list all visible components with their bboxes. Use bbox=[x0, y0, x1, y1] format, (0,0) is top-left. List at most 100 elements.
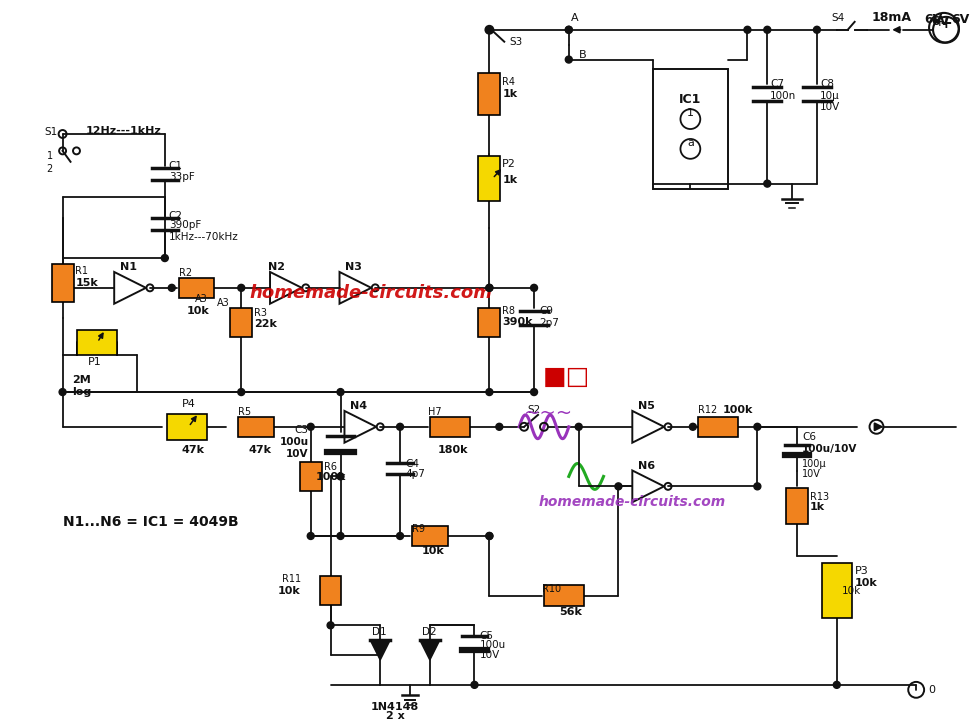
Text: 10k: 10k bbox=[278, 586, 301, 596]
Text: 1N4148: 1N4148 bbox=[371, 702, 419, 712]
Text: R1: R1 bbox=[76, 266, 89, 276]
Text: R11: R11 bbox=[281, 574, 301, 583]
Text: N1...N6 = IC1 = 4049B: N1...N6 = IC1 = 4049B bbox=[62, 515, 239, 529]
Circle shape bbox=[813, 26, 820, 33]
Circle shape bbox=[307, 533, 315, 539]
Text: D1: D1 bbox=[372, 627, 387, 638]
FancyBboxPatch shape bbox=[543, 585, 583, 606]
Text: R6: R6 bbox=[323, 461, 337, 471]
Text: 47k: 47k bbox=[248, 445, 271, 455]
Text: R10: R10 bbox=[542, 583, 561, 593]
Text: 100u/10V: 100u/10V bbox=[802, 444, 857, 453]
Text: P2: P2 bbox=[503, 159, 516, 169]
FancyBboxPatch shape bbox=[300, 461, 321, 491]
Text: 1k: 1k bbox=[503, 90, 517, 100]
Text: N2: N2 bbox=[268, 262, 285, 272]
FancyBboxPatch shape bbox=[697, 417, 737, 437]
Text: C5: C5 bbox=[479, 631, 494, 641]
Text: 1: 1 bbox=[47, 151, 53, 161]
Text: 390pF: 390pF bbox=[169, 220, 201, 230]
Text: H7: H7 bbox=[428, 407, 441, 417]
Text: D2: D2 bbox=[422, 627, 436, 638]
Text: 10k: 10k bbox=[422, 546, 445, 556]
Text: 15k: 15k bbox=[76, 278, 98, 288]
Text: N6: N6 bbox=[638, 461, 656, 471]
Text: 6V: 6V bbox=[931, 15, 950, 28]
Polygon shape bbox=[420, 640, 439, 660]
Text: homemade-circuits.com: homemade-circuits.com bbox=[249, 284, 492, 302]
Circle shape bbox=[486, 284, 493, 291]
Text: ~~~: ~~~ bbox=[524, 404, 574, 422]
Text: P1: P1 bbox=[88, 357, 101, 367]
FancyBboxPatch shape bbox=[52, 264, 73, 302]
Text: A: A bbox=[571, 13, 579, 23]
Text: 10V: 10V bbox=[479, 650, 500, 660]
Text: 100u: 100u bbox=[479, 640, 506, 651]
Circle shape bbox=[690, 423, 696, 430]
Text: +: + bbox=[933, 15, 945, 29]
Text: S3: S3 bbox=[509, 37, 522, 47]
Circle shape bbox=[764, 180, 770, 187]
Text: B: B bbox=[579, 50, 586, 60]
Text: S4: S4 bbox=[832, 13, 845, 23]
Circle shape bbox=[615, 483, 621, 490]
Circle shape bbox=[565, 56, 573, 63]
FancyBboxPatch shape bbox=[412, 526, 448, 546]
Text: C9: C9 bbox=[539, 305, 553, 316]
Text: 10μ: 10μ bbox=[820, 91, 840, 101]
Text: 2M: 2M bbox=[72, 375, 92, 385]
Text: C8: C8 bbox=[820, 79, 834, 90]
Text: 18mA: 18mA bbox=[872, 12, 912, 25]
Text: A3: A3 bbox=[216, 297, 229, 308]
Circle shape bbox=[531, 284, 538, 291]
Text: N4: N4 bbox=[351, 401, 367, 411]
Text: 2p7: 2p7 bbox=[539, 318, 559, 328]
Circle shape bbox=[754, 423, 761, 430]
Text: homemade-circuits.com: homemade-circuits.com bbox=[539, 495, 727, 509]
Circle shape bbox=[576, 423, 582, 430]
Text: R5: R5 bbox=[239, 407, 251, 417]
FancyBboxPatch shape bbox=[478, 156, 501, 201]
Text: P3: P3 bbox=[854, 566, 869, 575]
Text: 100k: 100k bbox=[316, 472, 346, 482]
Text: 2 x: 2 x bbox=[386, 710, 404, 721]
Circle shape bbox=[471, 682, 478, 688]
Text: 6V: 6V bbox=[924, 13, 943, 26]
Text: C7: C7 bbox=[770, 79, 784, 90]
Text: 100μ: 100μ bbox=[802, 458, 827, 469]
Text: 47k: 47k bbox=[182, 445, 205, 455]
Circle shape bbox=[327, 622, 334, 629]
Circle shape bbox=[169, 284, 175, 291]
Text: IC1: IC1 bbox=[679, 92, 701, 105]
Circle shape bbox=[396, 423, 403, 430]
FancyBboxPatch shape bbox=[478, 74, 501, 115]
Circle shape bbox=[764, 26, 770, 33]
Circle shape bbox=[486, 533, 493, 539]
Text: S1: S1 bbox=[45, 127, 57, 137]
Circle shape bbox=[565, 26, 573, 33]
Circle shape bbox=[307, 423, 315, 430]
Circle shape bbox=[162, 255, 169, 261]
Text: 1k: 1k bbox=[810, 503, 825, 512]
Text: 12Hz---1kHz: 12Hz---1kHz bbox=[86, 126, 161, 136]
Circle shape bbox=[396, 533, 403, 539]
Circle shape bbox=[496, 423, 503, 430]
Text: 10V: 10V bbox=[802, 469, 821, 479]
Text: C2: C2 bbox=[169, 212, 183, 222]
Text: 4p7: 4p7 bbox=[405, 469, 425, 479]
Text: +: + bbox=[940, 17, 953, 31]
Circle shape bbox=[337, 473, 344, 480]
Circle shape bbox=[531, 388, 538, 396]
FancyBboxPatch shape bbox=[822, 563, 851, 618]
Text: 100k: 100k bbox=[723, 405, 753, 415]
Polygon shape bbox=[370, 640, 391, 660]
Text: 10k: 10k bbox=[187, 305, 209, 316]
Text: R12: R12 bbox=[697, 405, 717, 415]
Text: 100n: 100n bbox=[770, 91, 797, 101]
Text: 1k: 1k bbox=[503, 175, 517, 185]
Text: C6: C6 bbox=[802, 432, 816, 442]
Text: R3: R3 bbox=[254, 308, 267, 318]
Text: C4: C4 bbox=[405, 458, 419, 469]
Text: 10V: 10V bbox=[286, 448, 309, 458]
Text: N5: N5 bbox=[638, 401, 656, 411]
